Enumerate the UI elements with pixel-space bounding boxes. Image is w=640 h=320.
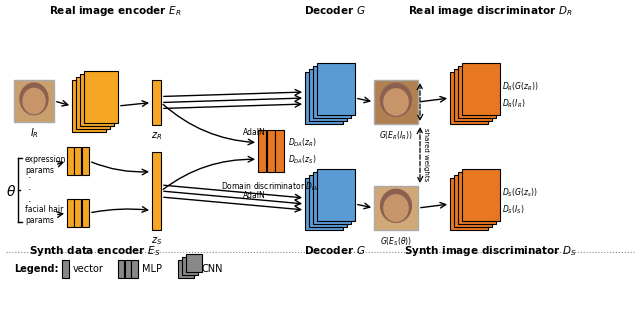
Text: vector: vector (73, 264, 104, 274)
Bar (462, 169, 500, 221)
Bar (313, 172, 351, 224)
Bar (182, 257, 198, 275)
Text: Real image discriminator $D_R$: Real image discriminator $D_R$ (408, 4, 572, 18)
Text: AdaIN: AdaIN (243, 190, 266, 199)
Bar (305, 72, 343, 124)
Text: $z_R$: $z_R$ (151, 130, 162, 142)
Bar (74, 147, 81, 175)
Text: $I_R$: $I_R$ (29, 126, 38, 140)
Bar (305, 178, 343, 230)
Bar (67, 147, 74, 175)
Bar (118, 260, 124, 278)
Text: MLP: MLP (142, 264, 162, 274)
Text: Synth data encoder $E_S$: Synth data encoder $E_S$ (29, 244, 161, 258)
Bar (152, 80, 161, 125)
Text: Decoder $G$: Decoder $G$ (304, 244, 366, 256)
Bar (309, 175, 347, 227)
Text: Synth image discriminator $D_S$: Synth image discriminator $D_S$ (404, 244, 577, 258)
Bar (374, 186, 418, 230)
Bar (317, 169, 355, 221)
Ellipse shape (384, 89, 408, 115)
Bar (72, 80, 106, 132)
Bar (267, 130, 275, 172)
Text: Legend:: Legend: (14, 264, 58, 274)
Bar (74, 199, 81, 227)
Bar (84, 71, 118, 123)
Text: $D_S(G(z_s))$: $D_S(G(z_s))$ (502, 186, 538, 199)
Ellipse shape (381, 83, 412, 116)
Text: $G(E_S(\theta))$: $G(E_S(\theta))$ (380, 235, 412, 247)
Bar (152, 152, 161, 230)
Bar (82, 147, 88, 175)
Bar (317, 63, 355, 115)
Bar (374, 80, 418, 124)
Bar (125, 260, 131, 278)
Text: AdaIN: AdaIN (243, 127, 266, 137)
Bar (462, 63, 500, 115)
Bar (458, 172, 496, 224)
Bar (454, 175, 492, 227)
Text: CNN: CNN (202, 264, 223, 274)
Bar (450, 72, 488, 124)
Text: facial hair
params: facial hair params (25, 205, 63, 225)
Bar (14, 80, 54, 122)
Bar (80, 74, 114, 126)
Bar (450, 178, 488, 230)
Bar (458, 66, 496, 118)
Ellipse shape (20, 83, 48, 115)
Bar (131, 260, 138, 278)
Ellipse shape (384, 195, 408, 221)
Text: Decoder $G$: Decoder $G$ (304, 4, 366, 16)
Text: Real image encoder $E_R$: Real image encoder $E_R$ (49, 4, 181, 18)
Text: $D_S(I_S)$: $D_S(I_S)$ (502, 204, 525, 217)
Text: ·
·
·: · · · (28, 173, 32, 207)
Text: $D_R(I_R)$: $D_R(I_R)$ (502, 98, 525, 110)
Text: $z_S$: $z_S$ (151, 235, 162, 247)
Bar (275, 130, 284, 172)
Bar (82, 199, 88, 227)
Bar (186, 254, 202, 272)
Ellipse shape (23, 88, 45, 114)
Ellipse shape (381, 189, 412, 222)
Bar (309, 69, 347, 121)
Text: $D_{DA}(z_S)$: $D_{DA}(z_S)$ (288, 153, 317, 166)
Bar (67, 199, 74, 227)
Text: $D_R(G(z_R))$: $D_R(G(z_R))$ (502, 80, 539, 93)
Bar (76, 77, 110, 129)
Bar (313, 66, 351, 118)
Text: $G(E_R(I_R))$: $G(E_R(I_R))$ (379, 129, 413, 141)
Text: Domain discriminator $D_{DA}$: Domain discriminator $D_{DA}$ (221, 180, 321, 193)
Text: $\theta$: $\theta$ (6, 185, 16, 199)
Bar (62, 260, 69, 278)
Bar (178, 260, 194, 278)
Bar (258, 130, 266, 172)
Text: expression
params: expression params (25, 155, 67, 175)
Bar (454, 69, 492, 121)
Text: $D_{DA}(z_R)$: $D_{DA}(z_R)$ (288, 136, 317, 149)
Text: shared weights: shared weights (423, 128, 429, 182)
